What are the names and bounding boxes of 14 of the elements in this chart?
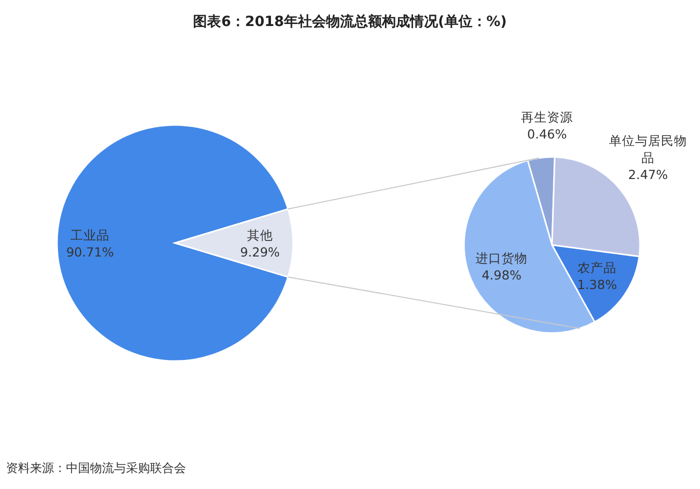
slice-label: 其他 [246,228,273,242]
data-label: 4.98% [482,267,522,282]
data-label: 2.47% [628,167,668,182]
slice-label: 单位与居民物品 [609,133,687,165]
data-label: 90.71% [66,244,114,260]
slice-label: 进口货物 [476,250,528,266]
data-label: 0.46% [527,126,567,142]
slice-label: 农产品 [578,260,617,276]
text: 图表6：2018年社会物流总额构成情况(单位：%) [193,13,507,30]
slice-label: 工业品 [70,228,110,242]
slice-label: 再生资源 [521,110,573,124]
data-label: 9.29% [240,244,280,260]
data-label: 1.38% [577,277,618,292]
text: 资料来源：中国物流与采购联合会 [6,461,186,475]
